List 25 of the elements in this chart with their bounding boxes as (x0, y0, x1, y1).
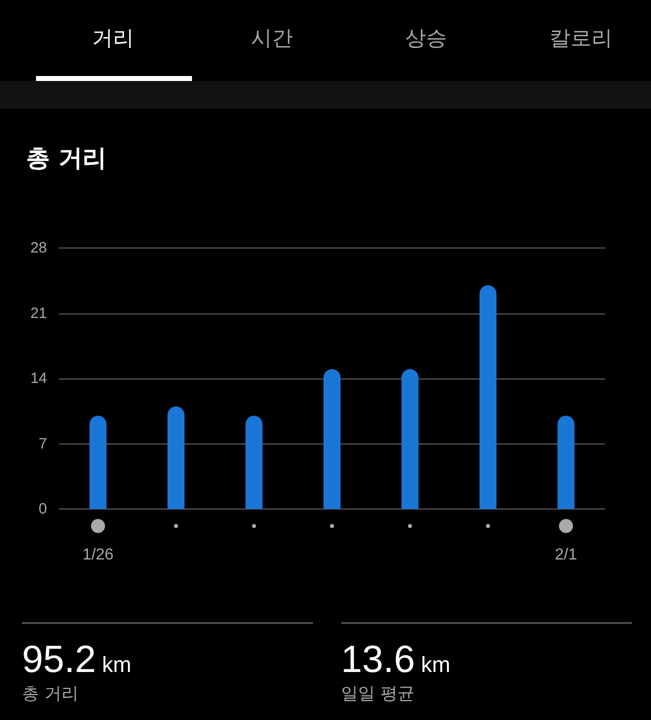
bar (402, 369, 418, 509)
bar (90, 416, 106, 509)
text: 칼로리 (550, 26, 612, 52)
text: 총 거리 (22, 683, 78, 706)
text: km (420, 652, 450, 678)
y-tick-label: 14 (30, 370, 47, 387)
bar (480, 285, 496, 509)
text: 95.2 (22, 638, 96, 682)
bar (246, 416, 262, 509)
text: 일일 평균 (341, 683, 414, 706)
text: 시간 (251, 26, 293, 52)
text: km (102, 652, 132, 678)
y-tick-label: 28 (30, 240, 47, 256)
y-tick-label: 21 (30, 304, 47, 322)
chart-title: 총 거리 (26, 144, 106, 172)
x-tick-label: 1/26 (82, 546, 114, 564)
text: 상승 (405, 26, 447, 52)
bar (324, 369, 340, 509)
y-tick-label: 0 (38, 500, 47, 518)
y-tick-label: 7 (38, 435, 47, 452)
x-tick-label: 2/1 (554, 546, 578, 564)
text: 거리 (92, 26, 134, 52)
bar (168, 406, 184, 509)
text: 13.6 (341, 638, 415, 682)
bar (558, 416, 574, 509)
